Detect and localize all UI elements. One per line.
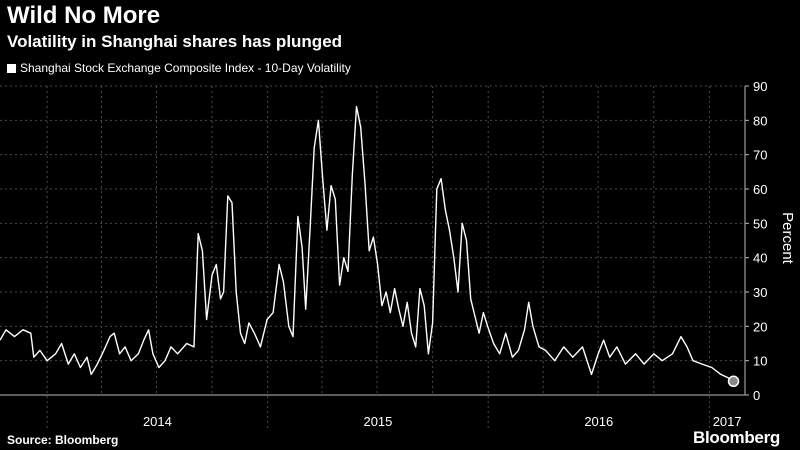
end-point-marker [727, 375, 740, 388]
y-tick-label: 30 [753, 285, 767, 300]
legend-label: Shanghai Stock Exchange Composite Index … [20, 61, 351, 75]
labels: 0 10 20 30 40 50 60 70 80 90 2014 2015 2016 2017 [143, 79, 768, 429]
x-tick-label: 2017 [713, 414, 742, 429]
chart-title: Wild No More [7, 2, 161, 29]
chart-subtitle: Volatility in Shanghai shares has plunge… [7, 32, 343, 51]
bloomberg-logo: Bloomberg [692, 428, 780, 447]
y-tick-label: 60 [753, 182, 767, 197]
legend-swatch [7, 63, 16, 73]
axes [0, 85, 749, 396]
y-tick-label: 70 [753, 148, 767, 163]
y-tick-label: 20 [753, 319, 767, 334]
series-layer [0, 105, 740, 388]
x-tick-label: 2015 [363, 414, 392, 429]
source-note: Source: Bloomberg [7, 433, 119, 447]
y-tick-label: 90 [753, 79, 767, 94]
x-tick-label: 2016 [584, 414, 613, 429]
y-tick-label: 10 [753, 354, 767, 369]
y-axis-label: Percent [779, 212, 796, 265]
y-tick-label: 50 [753, 216, 767, 231]
grid [0, 85, 745, 430]
legend: Shanghai Stock Exchange Composite Index … [7, 60, 351, 76]
y-tick-label: 80 [753, 113, 767, 128]
series-line-0 [0, 105, 734, 382]
x-tick-label: 2014 [143, 414, 172, 429]
y-tick-label: 40 [753, 251, 767, 266]
y-tick-label: 0 [753, 388, 760, 403]
